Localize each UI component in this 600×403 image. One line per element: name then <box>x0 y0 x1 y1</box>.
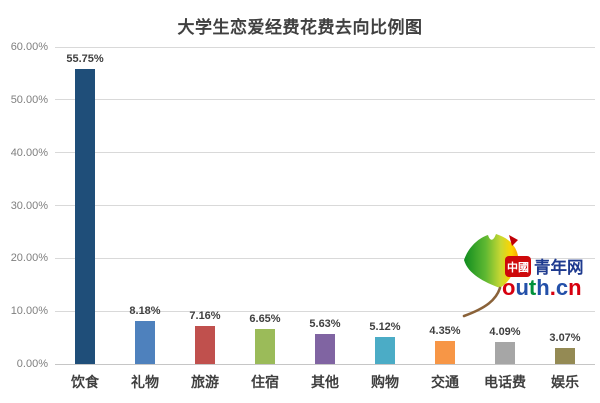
category-label: 饮食 <box>71 374 99 390</box>
value-label: 5.63% <box>309 318 341 331</box>
category-label: 住宿 <box>251 374 279 390</box>
leaf-stem <box>462 286 502 318</box>
bar <box>135 320 155 364</box>
bar <box>375 336 395 364</box>
gridline <box>55 257 595 259</box>
y-tick-label: 10.00% <box>10 305 48 318</box>
category-label: 娱乐 <box>551 374 579 390</box>
value-label: 4.09% <box>489 326 521 339</box>
gridline <box>55 310 595 312</box>
logo-badge: 中國 <box>505 256 531 277</box>
y-tick-label: 20.00% <box>10 252 48 265</box>
y-tick-label: 60.00% <box>10 41 48 53</box>
gridline <box>55 46 595 48</box>
bar <box>555 347 575 364</box>
bar <box>315 334 335 364</box>
gridline <box>55 205 595 206</box>
category-label: 购物 <box>371 374 399 390</box>
category-label: 礼物 <box>131 374 159 390</box>
logo-cn-text: 青年网 <box>534 257 584 277</box>
category-label: 旅游 <box>191 374 219 390</box>
logo-badge-text: 中國 <box>507 260 529 274</box>
bar <box>195 326 215 364</box>
value-label: 55.75% <box>66 53 104 66</box>
bar <box>75 69 95 364</box>
value-label: 7.16% <box>189 310 221 323</box>
category-label: 交通 <box>431 374 459 390</box>
ginkgo-leaf-icon <box>462 234 518 318</box>
y-tick-label: 0.00% <box>16 358 48 370</box>
value-label: 6.65% <box>249 312 281 325</box>
logo-latin-text: outh.cn <box>502 275 582 300</box>
value-label: 3.07% <box>549 331 581 344</box>
y-tick-label: 50.00% <box>10 93 48 106</box>
plot-area: 中國 青年网 outh.cn <box>55 46 595 365</box>
bar <box>495 342 515 364</box>
y-tick-label: 30.00% <box>10 199 48 212</box>
value-label: 5.12% <box>369 320 401 333</box>
bar <box>255 328 275 364</box>
bar <box>435 341 455 364</box>
value-label: 4.35% <box>429 325 461 338</box>
y-tick-label: 40.00% <box>10 146 48 159</box>
category-label: 电话费 <box>484 374 526 390</box>
value-label: 8.18% <box>129 304 161 317</box>
youth-cn-logo: 中國 青年网 outh.cn <box>462 234 584 318</box>
category-label: 其他 <box>311 374 339 390</box>
gridline <box>55 152 595 154</box>
chart-title: 大学生恋爱经费花费去向比例图 <box>177 18 423 37</box>
gridline <box>55 99 595 101</box>
